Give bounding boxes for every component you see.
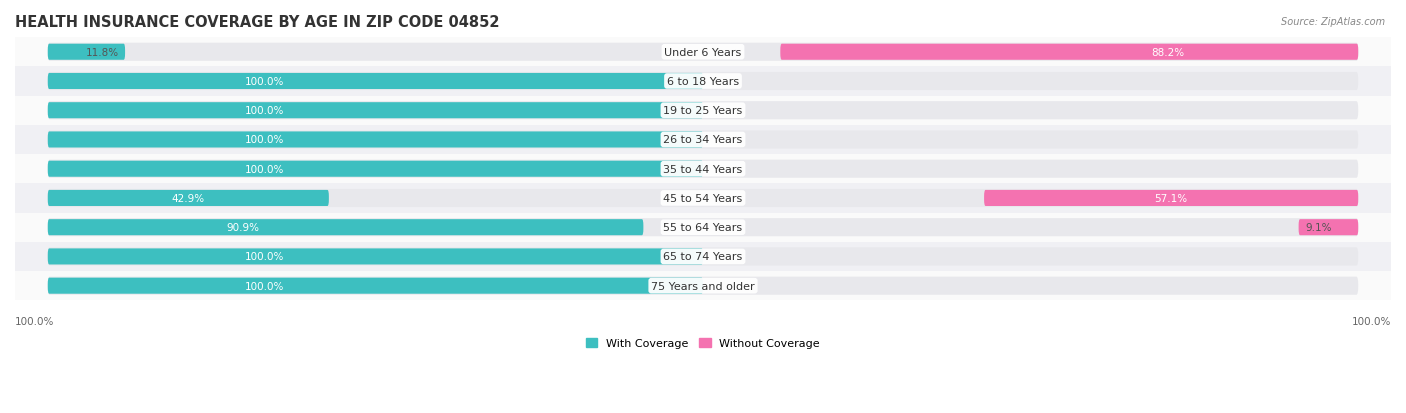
Bar [15,242,1391,271]
Text: Under 6 Years: Under 6 Years [665,47,741,57]
FancyBboxPatch shape [48,220,644,236]
Bar [15,155,1391,184]
Text: 45 to 54 Years: 45 to 54 Years [664,193,742,204]
Text: 75 Years and older: 75 Years and older [651,281,755,291]
Text: 11.8%: 11.8% [86,47,118,57]
Text: 35 to 44 Years: 35 to 44 Years [664,164,742,174]
Text: 100.0%: 100.0% [245,77,284,87]
Bar [15,213,1391,242]
Bar [15,271,1391,301]
Text: 65 to 74 Years: 65 to 74 Years [664,252,742,262]
FancyBboxPatch shape [48,190,329,206]
FancyBboxPatch shape [48,248,1358,266]
Legend: With Coverage, Without Coverage: With Coverage, Without Coverage [582,334,824,353]
Bar [15,38,1391,67]
FancyBboxPatch shape [48,249,703,265]
FancyBboxPatch shape [48,190,1358,207]
Text: 42.9%: 42.9% [172,193,205,204]
Bar [15,67,1391,96]
Text: 6 to 18 Years: 6 to 18 Years [666,77,740,87]
Text: 88.2%: 88.2% [1152,47,1185,57]
Text: 100.0%: 100.0% [1351,317,1391,327]
FancyBboxPatch shape [48,278,703,294]
FancyBboxPatch shape [48,161,703,177]
FancyBboxPatch shape [48,73,1358,91]
Text: 100.0%: 100.0% [245,135,284,145]
FancyBboxPatch shape [48,102,1358,120]
FancyBboxPatch shape [48,43,1358,62]
FancyBboxPatch shape [48,132,703,148]
Bar [15,184,1391,213]
Text: 100.0%: 100.0% [245,281,284,291]
Text: 100.0%: 100.0% [15,317,55,327]
FancyBboxPatch shape [780,45,1358,61]
Bar [15,96,1391,126]
Text: HEALTH INSURANCE COVERAGE BY AGE IN ZIP CODE 04852: HEALTH INSURANCE COVERAGE BY AGE IN ZIP … [15,15,499,30]
Text: 55 to 64 Years: 55 to 64 Years [664,223,742,233]
Text: 9.1%: 9.1% [1305,223,1331,233]
FancyBboxPatch shape [1299,220,1358,236]
FancyBboxPatch shape [984,190,1358,206]
Text: 100.0%: 100.0% [245,106,284,116]
Text: Source: ZipAtlas.com: Source: ZipAtlas.com [1281,17,1385,26]
FancyBboxPatch shape [48,160,1358,178]
Text: 57.1%: 57.1% [1154,193,1188,204]
FancyBboxPatch shape [48,74,703,90]
FancyBboxPatch shape [48,103,703,119]
Text: 100.0%: 100.0% [245,252,284,262]
Bar [15,126,1391,155]
Text: 100.0%: 100.0% [245,164,284,174]
FancyBboxPatch shape [48,45,125,61]
Text: 90.9%: 90.9% [226,223,260,233]
FancyBboxPatch shape [48,277,1358,295]
FancyBboxPatch shape [48,218,1358,237]
Text: 19 to 25 Years: 19 to 25 Years [664,106,742,116]
FancyBboxPatch shape [48,131,1358,149]
Text: 26 to 34 Years: 26 to 34 Years [664,135,742,145]
